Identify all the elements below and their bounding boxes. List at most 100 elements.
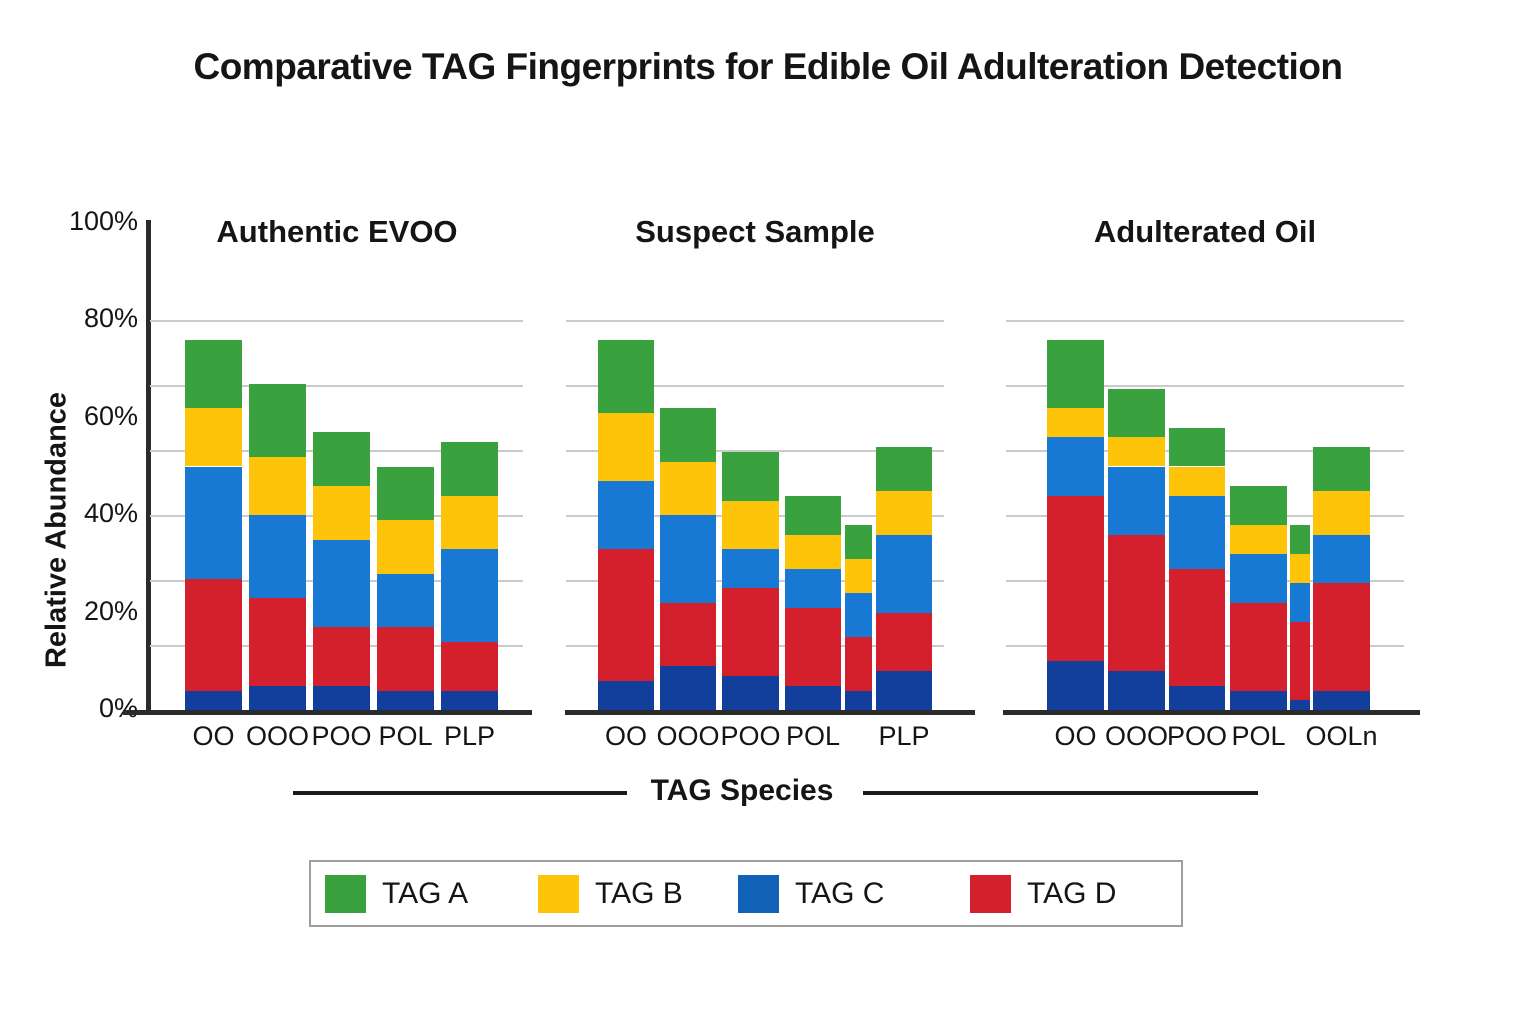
bar-segment-unlabeled-tag-d	[1290, 622, 1310, 701]
x-tick-label: POO	[1166, 721, 1227, 751]
bar-segment-POL-tag-c	[785, 568, 841, 608]
bar-segment-unlabeled-tag-c	[1290, 583, 1310, 623]
legend-item-tag-c: TAG C	[738, 861, 884, 926]
gridline	[150, 385, 523, 388]
bar-segment-unlabeled-tag-c--dark-base-	[845, 690, 872, 710]
bar-segment-PLP-tag-c	[441, 549, 498, 642]
bar-segment-OO-tag-d	[598, 549, 654, 681]
bar-segment-POL-tag-a	[1230, 485, 1287, 525]
gridline	[566, 320, 944, 323]
bar-segment-OOO-tag-a	[249, 383, 306, 457]
x-tick-label: POO	[311, 721, 372, 751]
bar-segment-PLP-tag-a	[876, 447, 932, 491]
y-tick-label: 0%	[98, 693, 138, 723]
bar-segment-POO-tag-a	[313, 432, 370, 486]
bar-segment-PLP-tag-c--dark-base-	[876, 671, 932, 710]
bar-segment-PLP-tag-b	[876, 490, 932, 535]
bar-segment-POL-tag-a	[785, 495, 841, 535]
panel-title: Suspect Sample	[635, 214, 875, 249]
bar-segment-unlabeled-tag-c--dark-base-	[1290, 700, 1310, 710]
bar-segment-OOO-tag-c	[1108, 466, 1165, 535]
bar-segment-OOO-tag-d	[660, 602, 716, 667]
y-tick-label: 60%	[83, 400, 138, 431]
bar-segment-OOO-tag-c	[660, 515, 716, 603]
bar-segment-OO-tag-b	[598, 412, 654, 482]
bar-segment-PLP-tag-d	[876, 612, 932, 672]
bar-segment-PLP-tag-a	[441, 442, 498, 496]
legend-swatch-tag-d	[970, 874, 1011, 913]
bar-segment-OO-tag-c--dark-base-	[598, 680, 654, 710]
bar-segment-unlabeled-tag-d	[845, 636, 872, 691]
bar-segment-OO-tag-a	[185, 339, 242, 409]
y-axis-title: Relative Abundance	[40, 391, 73, 669]
gridline	[1006, 385, 1404, 388]
bar-segment-POL-tag-d	[1230, 602, 1287, 691]
x-tick-label: OOO	[245, 721, 309, 751]
y-axis-line	[146, 220, 151, 715]
y-tick-label: 40%	[83, 498, 138, 529]
bar-segment-unlabeled-tag-b	[1290, 554, 1310, 584]
bar-segment-OOLn-tag-c	[1313, 534, 1370, 584]
x-axis-line	[1003, 710, 1420, 715]
bar-segment-OOO-tag-d	[1108, 534, 1165, 672]
bar-segment-OOO-tag-c--dark-base-	[1108, 671, 1165, 710]
legend-item-tag-d: TAG D	[970, 861, 1116, 926]
x-axis-title: TAG Species	[650, 774, 834, 807]
bar-segment-POL-tag-b	[1230, 524, 1287, 555]
bar-segment-POO-tag-a	[1169, 427, 1225, 467]
gridline	[150, 320, 523, 323]
bar-segment-POL-tag-a	[377, 466, 434, 521]
bar-segment-POO-tag-c--dark-base-	[722, 675, 779, 710]
bar-segment-OO-tag-c--dark-base-	[1047, 661, 1104, 710]
bar-segment-POL-tag-b	[785, 534, 841, 569]
x-tick-label: POL	[785, 721, 841, 751]
legend-swatch-tag-a	[325, 874, 366, 913]
gridline	[566, 385, 944, 388]
gridline	[566, 450, 944, 453]
bar-segment-POO-tag-c--dark-base-	[1169, 685, 1225, 710]
bar-segment-OO-tag-d	[185, 578, 242, 691]
bar-segment-PLP-tag-c--dark-base-	[441, 690, 498, 710]
x-tick-label: POL	[1231, 721, 1286, 751]
bar-segment-POO-tag-c--dark-base-	[313, 685, 370, 710]
x-tick-label: OO	[1054, 721, 1097, 751]
bar-segment-POO-tag-d	[313, 627, 370, 686]
legend-label-tag-b: TAG B	[595, 876, 683, 910]
panel-title: Adulterated Oil	[1093, 214, 1317, 249]
bar-segment-OO-tag-c	[185, 466, 242, 579]
x-axis-line	[123, 710, 532, 715]
bar-segment-POO-tag-a	[722, 451, 779, 501]
bar-segment-OOO-tag-b	[249, 456, 306, 516]
panel-title: Authentic EVOO	[216, 214, 458, 249]
bar-segment-unlabeled-tag-a	[1290, 524, 1310, 555]
bar-segment-OO-tag-c	[1047, 437, 1104, 496]
y-tick-label: 100%	[68, 206, 138, 236]
caption-rule-right	[863, 791, 1258, 795]
legend-swatch-tag-b	[538, 874, 579, 913]
legend-item-tag-b: TAG B	[538, 861, 683, 926]
bar-segment-OO-tag-c--dark-base-	[185, 690, 242, 710]
x-tick-label: OO	[604, 721, 647, 751]
x-tick-label: PLP	[878, 721, 930, 751]
bar-segment-PLP-tag-d	[441, 641, 498, 691]
x-tick-label: POL	[378, 721, 433, 751]
legend-label-tag-a: TAG A	[382, 876, 469, 910]
caption-rule-left	[293, 791, 627, 795]
bar-segment-POL-tag-d	[785, 607, 841, 686]
bar-segment-OOO-tag-d	[249, 597, 306, 686]
bar-segment-POL-tag-c	[377, 573, 434, 628]
bar-segment-POO-tag-b	[313, 485, 370, 540]
y-tick-label: 20%	[83, 595, 138, 626]
bar-segment-OO-tag-b	[1047, 408, 1104, 438]
bar-segment-OOLn-tag-c--dark-base-	[1313, 690, 1370, 710]
x-axis-line	[565, 710, 975, 715]
bar-segment-OOLn-tag-d	[1313, 583, 1370, 691]
bar-segment-POL-tag-c	[1230, 554, 1287, 603]
bar-segment-OOLn-tag-b	[1313, 490, 1370, 535]
bar-segment-POO-tag-c	[1169, 495, 1225, 569]
legend-label-tag-c: TAG C	[795, 876, 885, 910]
bar-segment-OO-tag-c	[598, 481, 654, 550]
bar-segment-OOO-tag-a	[660, 408, 716, 462]
bar-segment-OOO-tag-c--dark-base-	[660, 666, 716, 710]
